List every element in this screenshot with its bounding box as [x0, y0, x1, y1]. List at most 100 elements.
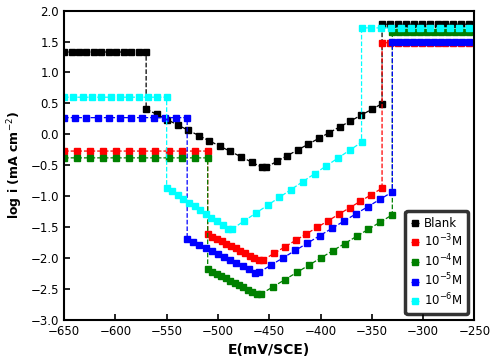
$10^{-3}$M — [113, 149, 119, 153]
$10^{-3}$M — [191, 149, 197, 153]
$10^{-6}$M — [136, 95, 142, 99]
Blank — [238, 155, 244, 159]
Line: Blank: Blank — [61, 49, 265, 171]
$10^{-4}$M — [139, 156, 145, 160]
$10^{-6}$M — [191, 204, 197, 209]
Blank — [136, 50, 142, 54]
$10^{-6}$M — [175, 193, 181, 197]
$10^{-6}$M — [70, 95, 76, 99]
$10^{-5}$M — [234, 261, 240, 265]
$10^{-4}$M — [218, 274, 224, 278]
$10^{-6}$M — [169, 189, 175, 193]
$10^{-6}$M — [203, 212, 209, 216]
$10^{-5}$M — [252, 270, 258, 275]
Blank — [217, 144, 223, 148]
$10^{-5}$M — [72, 115, 78, 120]
$10^{-4}$M — [236, 283, 242, 287]
$10^{-5}$M — [139, 115, 145, 120]
Blank — [248, 160, 254, 164]
$10^{-4}$M — [126, 156, 132, 160]
Blank — [228, 149, 234, 154]
Blank — [83, 50, 89, 54]
$10^{-6}$M — [225, 227, 231, 231]
$10^{-4}$M — [152, 156, 158, 160]
Blank — [68, 50, 74, 54]
$10^{-5}$M — [106, 115, 112, 120]
$10^{-4}$M — [191, 156, 197, 160]
$10^{-3}$M — [139, 149, 145, 153]
$10^{-4}$M — [205, 156, 211, 160]
$10^{-3}$M — [233, 246, 239, 251]
$10^{-5}$M — [151, 115, 157, 120]
$10^{-6}$M — [164, 185, 170, 190]
$10^{-4}$M — [166, 156, 172, 160]
$10^{-3}$M — [214, 237, 220, 241]
$10^{-6}$M — [80, 95, 86, 99]
Line: $10^{-6}$M: $10^{-6}$M — [61, 94, 232, 232]
$10^{-5}$M — [203, 246, 209, 250]
Blank — [164, 118, 170, 122]
Blank — [113, 50, 119, 54]
Y-axis label: log i (mA cm$^{-2}$): log i (mA cm$^{-2}$) — [5, 111, 25, 219]
$10^{-4}$M — [113, 156, 119, 160]
Blank — [128, 50, 134, 54]
$10^{-4}$M — [61, 156, 67, 160]
$10^{-5}$M — [196, 242, 202, 247]
$10^{-6}$M — [98, 95, 104, 99]
X-axis label: E(mV/SCE): E(mV/SCE) — [228, 343, 310, 358]
$10^{-5}$M — [184, 236, 190, 241]
$10^{-5}$M — [190, 240, 196, 244]
$10^{-5}$M — [221, 255, 227, 259]
$10^{-4}$M — [254, 292, 260, 297]
$10^{-6}$M — [117, 95, 123, 99]
$10^{-3}$M — [238, 249, 244, 253]
$10^{-3}$M — [74, 149, 80, 153]
Blank — [154, 112, 160, 117]
$10^{-3}$M — [251, 256, 257, 260]
$10^{-4}$M — [223, 276, 229, 281]
Blank — [206, 139, 212, 143]
$10^{-6}$M — [89, 95, 95, 99]
$10^{-3}$M — [205, 149, 211, 153]
$10^{-4}$M — [249, 290, 255, 294]
Legend: Blank, $10^{-3}$M, $10^{-4}$M, $10^{-5}$M, $10^{-6}$M: Blank, $10^{-3}$M, $10^{-4}$M, $10^{-5}$… — [405, 211, 469, 314]
$10^{-6}$M — [154, 95, 160, 99]
Blank — [91, 50, 97, 54]
$10^{-5}$M — [117, 115, 123, 120]
$10^{-5}$M — [184, 115, 190, 120]
$10^{-3}$M — [126, 149, 132, 153]
$10^{-4}$M — [87, 156, 93, 160]
$10^{-5}$M — [246, 267, 251, 272]
Line: $10^{-4}$M: $10^{-4}$M — [61, 154, 260, 298]
$10^{-3}$M — [166, 149, 172, 153]
Blank — [76, 50, 82, 54]
$10^{-4}$M — [227, 278, 233, 283]
$10^{-6}$M — [214, 219, 220, 224]
Blank — [106, 50, 112, 54]
$10^{-5}$M — [240, 264, 246, 269]
$10^{-5}$M — [83, 115, 89, 120]
Blank — [259, 165, 265, 170]
Blank — [61, 50, 67, 54]
$10^{-4}$M — [205, 267, 211, 272]
$10^{-5}$M — [128, 115, 134, 120]
$10^{-6}$M — [181, 197, 186, 201]
$10^{-6}$M — [186, 200, 192, 205]
$10^{-6}$M — [126, 95, 132, 99]
$10^{-5}$M — [162, 115, 168, 120]
$10^{-3}$M — [100, 149, 106, 153]
$10^{-3}$M — [228, 244, 234, 248]
$10^{-6}$M — [61, 95, 67, 99]
$10^{-6}$M — [108, 95, 114, 99]
$10^{-3}$M — [87, 149, 93, 153]
$10^{-4}$M — [232, 281, 238, 285]
Blank — [121, 50, 127, 54]
Blank — [175, 123, 181, 127]
$10^{-3}$M — [61, 149, 67, 153]
$10^{-4}$M — [214, 272, 220, 276]
$10^{-5}$M — [209, 249, 215, 253]
$10^{-5}$M — [215, 252, 221, 256]
$10^{-6}$M — [208, 216, 214, 220]
$10^{-3}$M — [223, 242, 229, 246]
$10^{-5}$M — [61, 115, 67, 120]
